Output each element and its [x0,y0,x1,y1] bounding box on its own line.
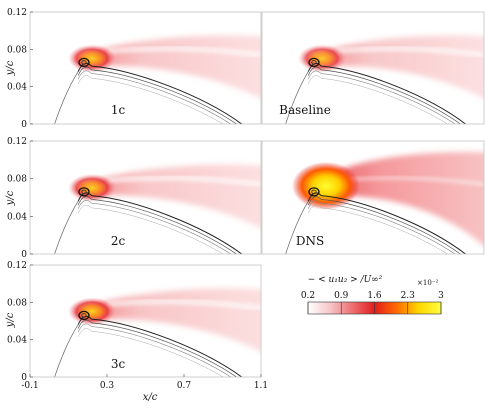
vortex-ring [78,187,90,197]
y-tick-label: 0.04 [7,83,27,93]
panel-label: 2c [111,234,126,248]
y-tick-label: 0.08 [7,298,27,308]
vortex-ring [81,60,87,65]
vortex-ring [308,57,320,68]
airfoil-contour [77,192,243,254]
x-tick-label: 0.3 [100,381,115,391]
colorbar-tick-label: 0.9 [334,291,349,301]
airfoil-contour [77,196,237,254]
colorbar-tick-label: 3 [438,291,444,301]
colorbar-title: − < u₁u₂ > /U∞² [308,275,383,285]
panel-label: 3c [111,357,126,371]
colorbar-tick-label: 2.3 [401,291,416,301]
airfoil-lower-surface [285,71,309,124]
airfoil-contour [77,204,224,254]
y-tick-label: 0.12 [7,261,27,271]
airfoil-contour [307,200,456,254]
vortex-ring [78,57,90,68]
y-tick-label: 0.12 [7,137,27,147]
airfoil-lower-surface [54,71,79,124]
panel-label: 1c [111,103,126,117]
airfoil-contour [77,200,232,254]
y-tick-label: 0.04 [7,336,27,346]
wake-streak [106,175,261,188]
airfoil-contour [307,62,466,124]
stress-peak [291,161,360,210]
panel-frame [29,11,262,125]
y-axis-label: y/c [5,312,16,328]
panel-content [285,152,484,254]
panel: 3c [29,264,262,378]
airfoil-lower-surface [54,201,79,254]
y-tick-label: 0.08 [7,45,27,55]
colorbar: − < u₁u₂ > /U∞² ×10⁻² 0.2 0.9 1.6 2.3 3 [301,275,444,315]
y-axis-label: y/c [5,190,16,206]
airfoil-contour [77,75,224,124]
wake-streak [106,298,261,311]
panel: Baseline [261,11,485,125]
panel: DNS [261,140,485,255]
airfoil-contour [307,66,461,124]
x-tick-label: -0.1 [21,381,38,391]
wake-streak [335,45,484,58]
airfoil-contour [307,70,456,124]
vortex-ring [78,310,90,321]
vortex-ring [311,60,317,65]
airfoil-contour [77,66,237,124]
airfoil-lower-surface [285,201,309,254]
y-tick-label: 0 [21,120,27,130]
panel-content [285,35,484,124]
panel-frame [261,11,485,125]
airfoil-contour [307,196,461,254]
airfoil-contour [308,204,449,254]
airfoil-contour [77,319,237,377]
y-tick-label: 0.12 [7,8,27,18]
panel-label: DNS [296,234,324,248]
airfoil-contour [308,75,449,124]
panel: 2c [29,140,262,255]
airfoil-contour [307,192,466,254]
x-tick-label: 1.1 [254,381,268,391]
panel-content [54,35,261,124]
panel-frame [29,264,262,378]
panels-layer: 1c Baseline 2c DNS 3c [29,11,485,378]
axes-layer: y/c y/c y/c x/c 00.040.080.1200.040.080.… [5,8,268,403]
airfoil-contour [77,315,243,377]
y-tick-label: 0 [21,250,27,260]
airfoil-contour [77,70,232,124]
panel-label: Baseline [279,103,331,117]
vortex-ring [308,187,320,197]
panel-content [54,164,261,254]
panel-content [54,288,261,377]
vortex-ring [311,189,317,195]
airfoil-lower-surface [54,324,79,377]
vortex-ring [81,189,87,195]
y-tick-label: 0 [21,373,27,383]
panel: 1c [29,11,262,125]
airfoil-contour [77,323,232,377]
airfoil-contour [77,328,224,377]
colorbar-tick-label: 0.2 [301,291,315,301]
panel-frame [261,140,485,255]
y-tick-label: 0.08 [7,175,27,185]
y-tick-label: 0.04 [7,212,27,222]
panel-frame [29,140,262,255]
y-axis-label: y/c [5,60,16,76]
wake-streak [106,45,261,58]
vortex-ring [81,313,87,318]
airfoil-contour [77,62,243,124]
colorbar-multiplier: ×10⁻² [417,279,438,287]
x-axis-label: x/c [143,392,158,403]
colorbar-tick-label: 1.6 [367,291,382,301]
x-tick-label: 0.7 [177,381,192,391]
